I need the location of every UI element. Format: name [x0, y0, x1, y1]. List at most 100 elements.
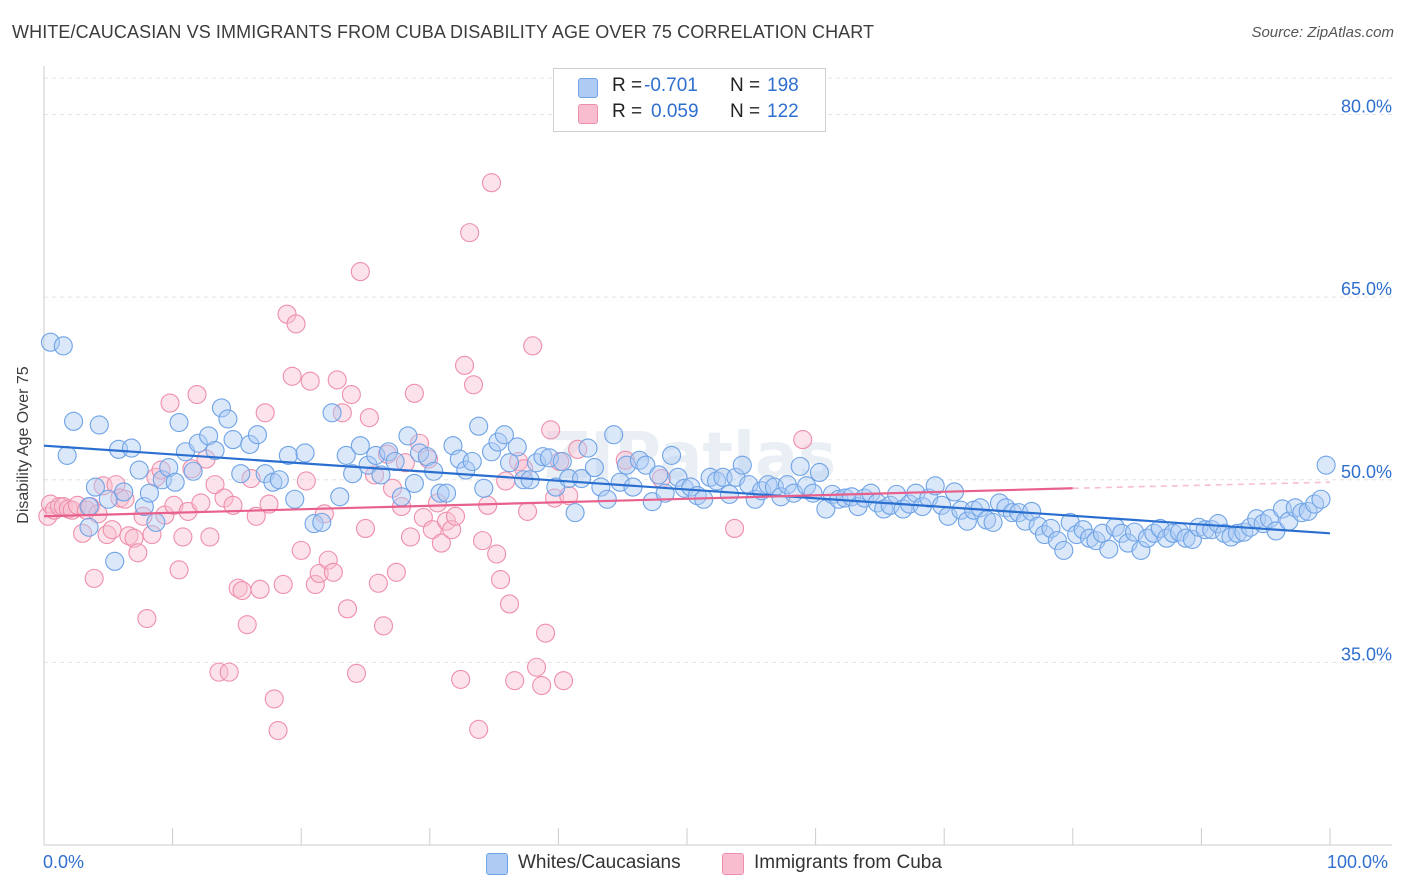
white-data-point	[584, 458, 604, 478]
correlation-legend: R = -0.701 N = 198 R = 0.059 N = 122	[553, 68, 826, 132]
cuba-data-point	[725, 518, 745, 539]
bottom-legend-label-whites: Whites/Caucasians	[518, 852, 681, 873]
white-data-point	[89, 415, 109, 435]
white-data-point	[925, 476, 945, 496]
white-data-point	[278, 445, 298, 465]
white-data-point	[552, 451, 572, 472]
white-data-point	[610, 472, 630, 492]
white-data-point	[604, 425, 624, 445]
white-data-point	[188, 433, 208, 453]
cuba-data-point	[309, 563, 329, 584]
cuba-data-point	[273, 574, 293, 595]
white-data-point	[1298, 501, 1318, 521]
white-data-point	[1099, 539, 1119, 559]
white-data-point	[211, 398, 232, 418]
white-data-point	[371, 465, 391, 485]
cuba-data-point	[526, 657, 547, 677]
cuba-data-point	[395, 453, 415, 473]
white-data-point	[1176, 528, 1196, 548]
cuba-data-point	[532, 675, 552, 696]
cuba-data-point	[568, 439, 588, 459]
white-data-point	[1144, 523, 1164, 543]
cuba-data-point	[115, 489, 135, 509]
white-data-point	[79, 496, 99, 517]
white-data-point	[1137, 528, 1157, 548]
white-data-point	[1150, 518, 1170, 539]
white-data-point	[880, 495, 900, 515]
white-data-point	[64, 411, 84, 431]
legend-r-value: -0.701	[644, 75, 698, 96]
cuba-data-point	[346, 663, 367, 683]
white-data-point	[105, 551, 125, 571]
cuba-data-point	[793, 430, 813, 450]
cuba-data-point	[445, 506, 466, 526]
cuba-data-point	[255, 403, 275, 423]
cuba-data-point	[400, 527, 421, 547]
white-trend-line	[43, 444, 1331, 535]
white-data-point	[1305, 494, 1325, 514]
cuba-data-point	[282, 366, 302, 386]
white-data-point	[662, 445, 682, 465]
white-data-point	[85, 477, 105, 497]
cuba-data-point	[553, 671, 574, 691]
white-data-point	[322, 403, 342, 423]
white-data-point	[565, 503, 585, 523]
y-tick-label: 65.0%	[1341, 279, 1392, 299]
cuba-data-point	[223, 495, 243, 515]
white-data-point	[874, 499, 894, 519]
bottom-legend-swatch-blue	[486, 853, 508, 875]
white-data-point	[114, 482, 134, 502]
white-data-point	[304, 514, 324, 534]
cuba-data-point	[505, 671, 525, 691]
white-data-point	[1067, 524, 1087, 545]
legend-r-label: R =	[612, 75, 643, 96]
white-data-point	[330, 487, 350, 507]
cuba-data-point	[368, 573, 388, 593]
cuba-data-point	[341, 384, 361, 405]
cuba-data-point	[422, 520, 442, 540]
bottom-legend-swatch-pink	[722, 853, 744, 875]
cuba-data-point	[487, 544, 507, 564]
cuba-data-point	[350, 262, 370, 282]
cuba-data-point	[300, 371, 320, 391]
white-data-point	[223, 430, 243, 450]
white-data-point	[732, 455, 752, 475]
white-data-point	[499, 453, 520, 473]
white-data-point	[1311, 489, 1331, 509]
cuba-data-point	[200, 527, 220, 547]
cuba-data-point	[364, 465, 385, 485]
white-data-point	[350, 436, 370, 456]
cuba-data-point	[332, 403, 352, 423]
white-data-point	[366, 445, 386, 465]
white-data-point	[469, 416, 489, 436]
white-data-point	[668, 467, 688, 487]
cuba-trend-extension	[1072, 481, 1331, 490]
cuba-data-point	[241, 468, 261, 489]
white-data-point	[533, 447, 553, 467]
cuba-data-point	[264, 689, 284, 709]
white-data-point	[79, 517, 99, 537]
axes	[43, 66, 1392, 846]
cuba-data-point	[496, 471, 516, 491]
cuba-data-point	[169, 560, 189, 580]
white-data-point	[1054, 540, 1074, 560]
cuba-data-point	[454, 355, 475, 375]
cuba-data-point	[164, 495, 184, 515]
cuba-data-point	[541, 420, 561, 440]
cuba-data-point	[318, 550, 338, 570]
y-tick-label: 50.0%	[1341, 462, 1392, 482]
white-data-point	[358, 455, 378, 475]
cuba-data-point	[535, 623, 556, 643]
legend-swatch-blue	[578, 78, 598, 98]
cuba-data-point	[355, 518, 376, 539]
cuba-data-point	[373, 616, 394, 636]
cuba-data-point	[463, 375, 484, 395]
cuba-data-point	[472, 531, 493, 551]
white-data-point	[494, 425, 514, 445]
white-data-point	[247, 425, 268, 445]
white-data-point	[970, 498, 990, 518]
white-data-point	[1163, 523, 1183, 543]
legend-r-value: 0.059	[651, 101, 699, 122]
y-tick-labels: 35.0% 50.0% 65.0% 80.0%	[1341, 97, 1392, 665]
white-data-point	[1041, 518, 1061, 539]
